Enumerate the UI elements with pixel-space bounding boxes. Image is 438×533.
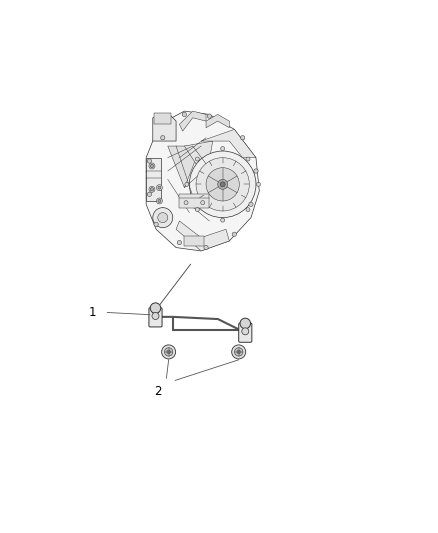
Text: 2: 2 xyxy=(154,385,162,398)
Circle shape xyxy=(220,182,225,187)
Circle shape xyxy=(153,208,173,228)
Circle shape xyxy=(150,164,154,168)
Circle shape xyxy=(240,135,245,140)
Circle shape xyxy=(232,345,246,359)
Circle shape xyxy=(201,200,205,205)
Circle shape xyxy=(158,186,161,189)
Circle shape xyxy=(257,182,261,187)
Circle shape xyxy=(167,350,170,354)
Circle shape xyxy=(206,168,239,201)
FancyBboxPatch shape xyxy=(155,113,171,124)
Circle shape xyxy=(150,188,154,191)
Circle shape xyxy=(246,208,250,212)
Circle shape xyxy=(221,147,225,150)
FancyBboxPatch shape xyxy=(149,308,162,327)
Circle shape xyxy=(156,198,162,204)
Circle shape xyxy=(195,157,199,161)
Circle shape xyxy=(196,158,249,211)
FancyBboxPatch shape xyxy=(239,323,252,342)
Text: 1: 1 xyxy=(89,306,96,319)
Circle shape xyxy=(204,245,208,250)
Polygon shape xyxy=(146,111,259,251)
Circle shape xyxy=(150,303,161,313)
Circle shape xyxy=(177,240,182,245)
Circle shape xyxy=(158,199,161,203)
Circle shape xyxy=(184,200,188,205)
Circle shape xyxy=(147,192,152,197)
Circle shape xyxy=(234,348,243,356)
FancyBboxPatch shape xyxy=(184,236,205,246)
Polygon shape xyxy=(168,146,201,188)
Circle shape xyxy=(158,213,168,223)
Polygon shape xyxy=(184,141,213,179)
Circle shape xyxy=(246,157,250,161)
Circle shape xyxy=(164,348,173,356)
Circle shape xyxy=(237,350,240,354)
Circle shape xyxy=(240,318,251,329)
Circle shape xyxy=(207,114,212,118)
Circle shape xyxy=(221,218,225,222)
Polygon shape xyxy=(201,130,256,158)
Circle shape xyxy=(154,222,158,227)
Circle shape xyxy=(254,169,258,173)
Polygon shape xyxy=(176,221,230,251)
Polygon shape xyxy=(180,111,206,131)
Circle shape xyxy=(149,163,155,169)
Circle shape xyxy=(185,182,189,187)
Circle shape xyxy=(218,179,228,189)
Circle shape xyxy=(162,345,176,359)
Circle shape xyxy=(152,312,159,319)
Circle shape xyxy=(195,208,199,212)
Circle shape xyxy=(147,159,152,163)
Circle shape xyxy=(156,184,162,191)
Polygon shape xyxy=(146,158,161,201)
Circle shape xyxy=(249,202,253,206)
Polygon shape xyxy=(153,115,176,141)
Circle shape xyxy=(149,187,155,192)
Circle shape xyxy=(242,328,249,335)
FancyBboxPatch shape xyxy=(180,195,209,208)
Circle shape xyxy=(232,232,237,237)
Circle shape xyxy=(161,135,165,140)
Circle shape xyxy=(189,151,256,217)
Polygon shape xyxy=(206,115,230,128)
Circle shape xyxy=(182,112,187,117)
